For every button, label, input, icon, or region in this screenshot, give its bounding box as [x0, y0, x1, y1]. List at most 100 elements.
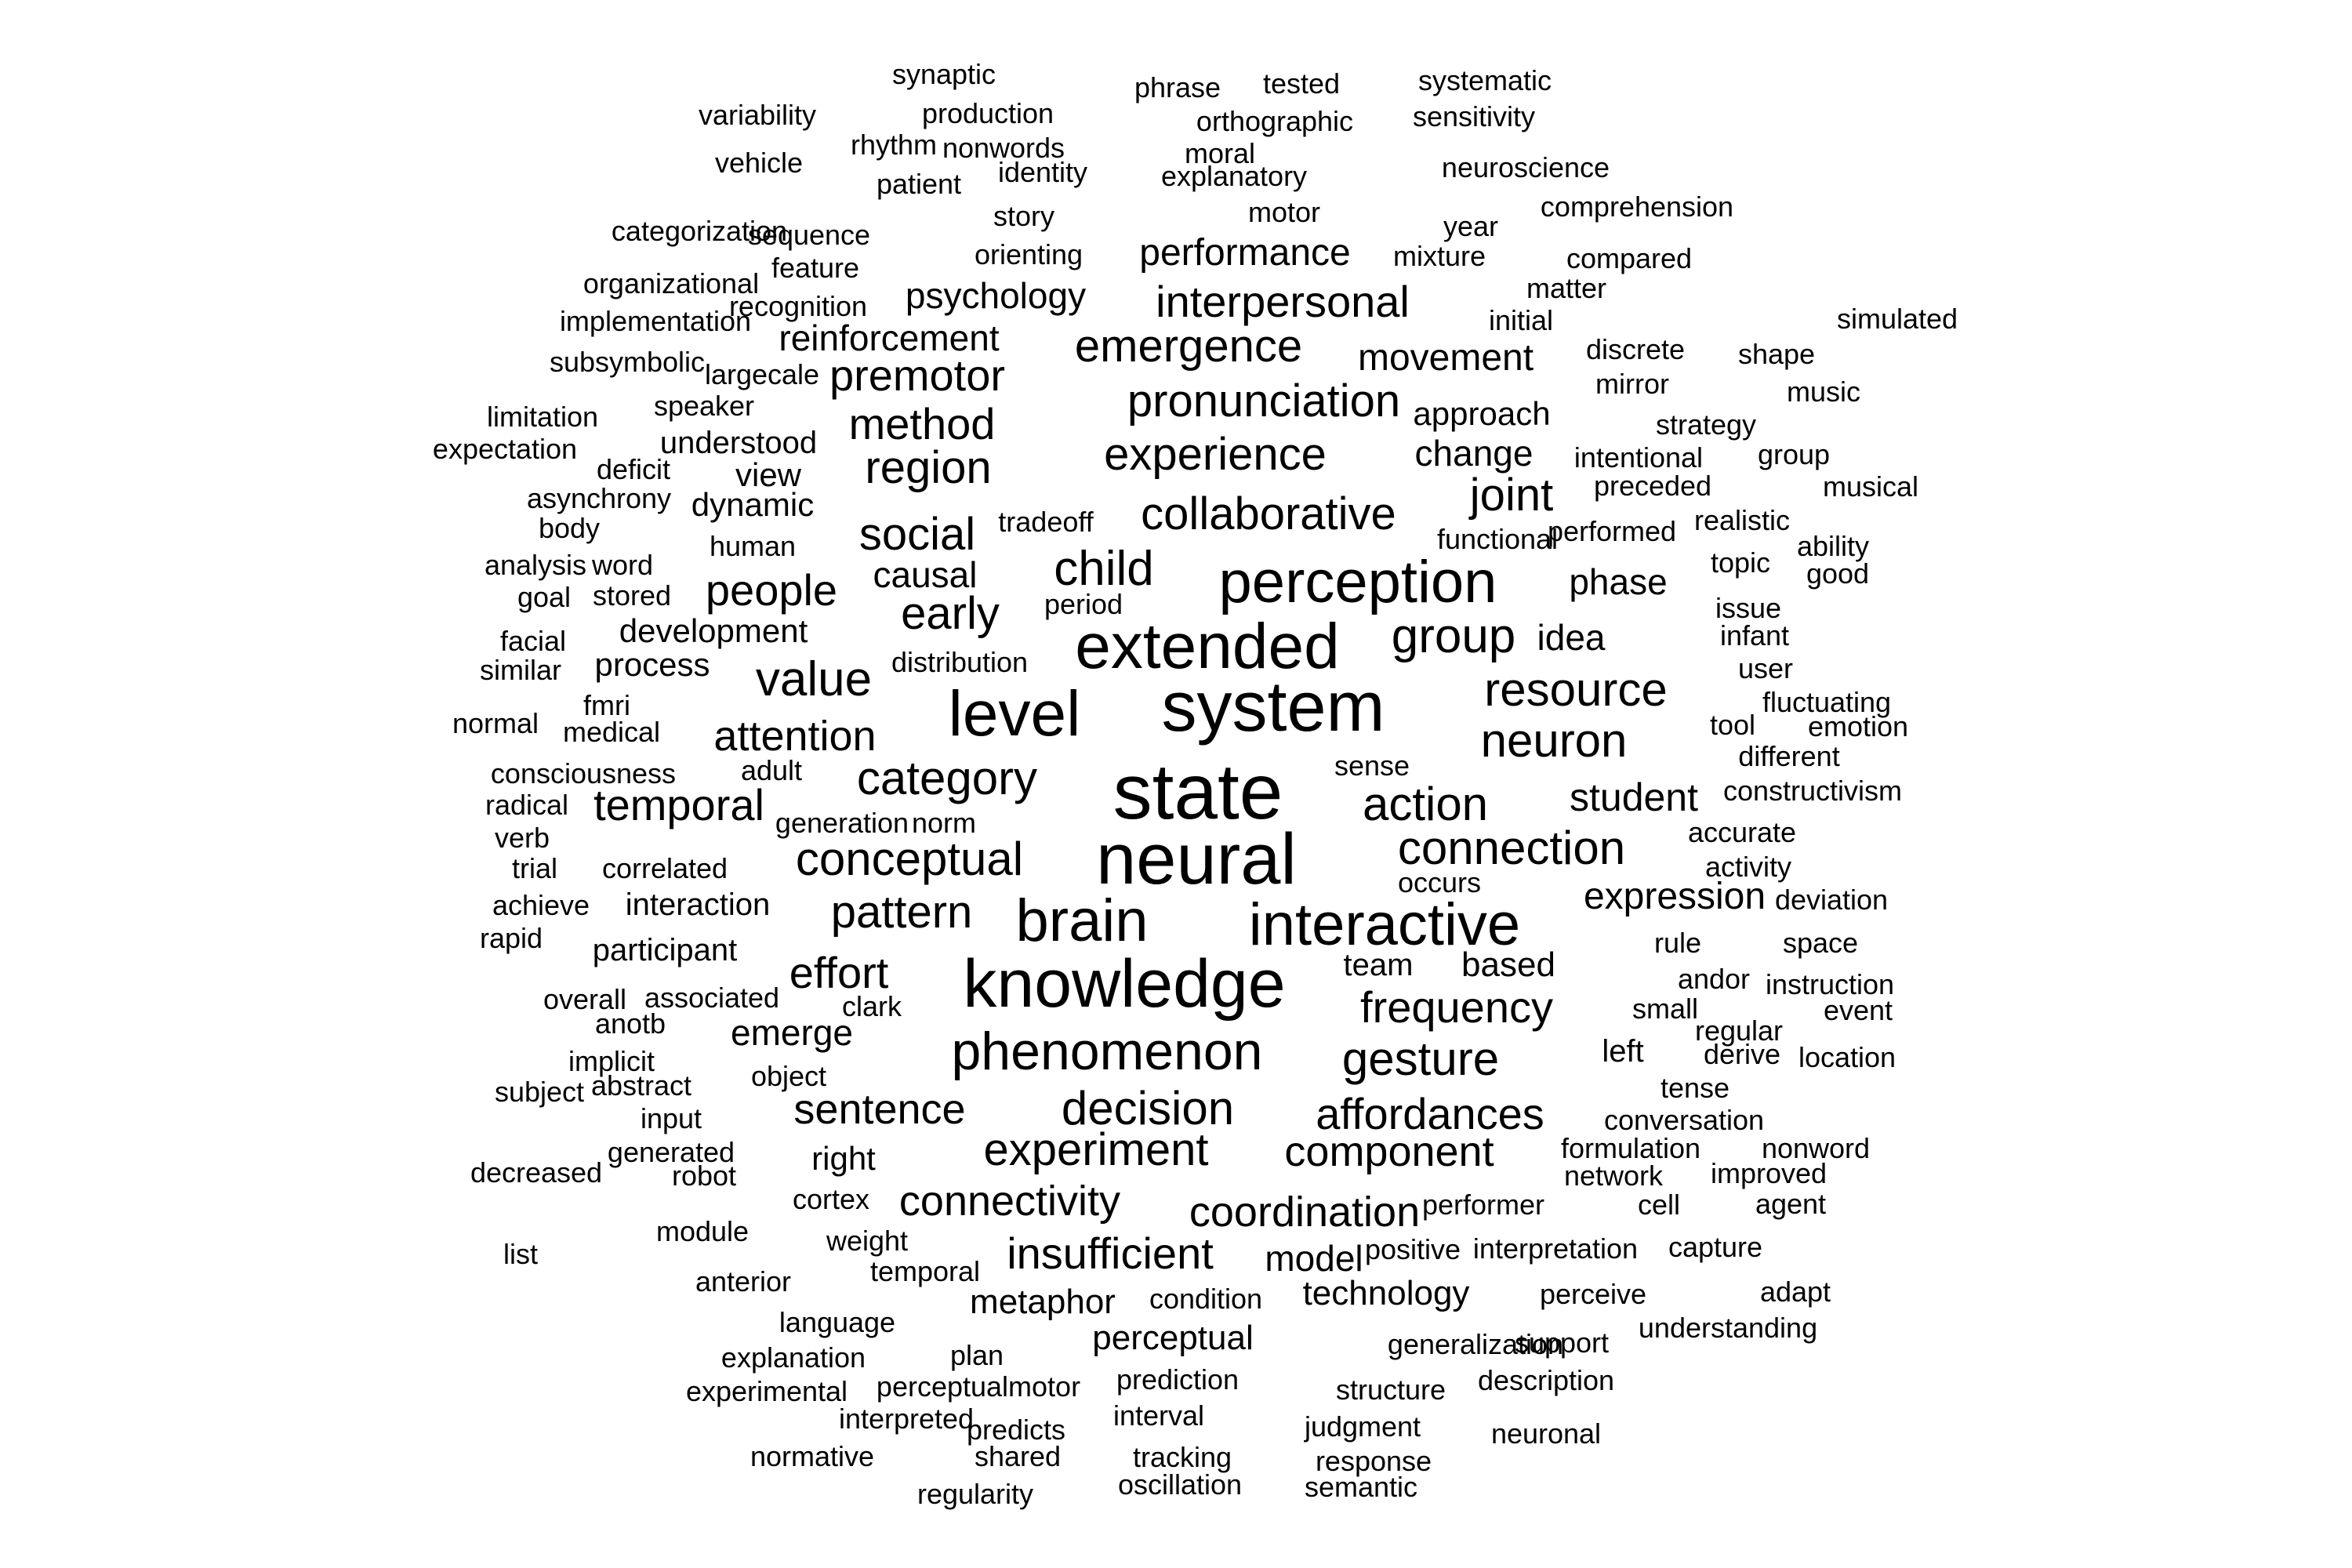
cloud-word: system	[1161, 668, 1385, 746]
cloud-word: gesture	[1341, 1033, 1500, 1085]
cloud-word: expression	[1583, 876, 1766, 917]
cloud-word: topic	[1710, 546, 1771, 579]
cloud-word: shared	[974, 1440, 1062, 1472]
cloud-word: generalization	[1387, 1328, 1564, 1360]
cloud-word: fluctuating	[1762, 686, 1892, 718]
cloud-word: deviation	[1774, 884, 1889, 916]
cloud-word: early	[901, 588, 1000, 639]
cloud-word: connection	[1397, 822, 1626, 874]
cloud-word: support	[1514, 1327, 1610, 1359]
cloud-word: cortex	[792, 1183, 870, 1215]
cloud-word: body	[538, 512, 601, 544]
cloud-word: structure	[1335, 1374, 1446, 1406]
cloud-word: people	[705, 565, 838, 615]
cloud-word: identity	[997, 156, 1088, 188]
cloud-word: interval	[1112, 1399, 1205, 1432]
cloud-word: method	[848, 399, 996, 448]
cloud-word: medical	[562, 716, 661, 748]
cloud-word: value	[755, 652, 873, 706]
cloud-word: realistic	[1693, 504, 1791, 536]
cloud-word: mirror	[1595, 368, 1669, 400]
cloud-word: compared	[1566, 242, 1693, 274]
cloud-word: analysis	[484, 549, 587, 581]
cloud-word: state	[1112, 748, 1283, 836]
cloud-word: small	[1632, 993, 1699, 1025]
cloud-word: infant	[1719, 619, 1790, 652]
cloud-word: emerge	[731, 1012, 853, 1053]
cloud-word: social	[858, 509, 976, 560]
cloud-word: interpreted	[838, 1403, 975, 1435]
cloud-word: functional	[1436, 523, 1559, 555]
cloud-word: neural	[1096, 819, 1297, 899]
cloud-word: predicts	[966, 1414, 1066, 1446]
cloud-word: agent	[1755, 1188, 1827, 1220]
cloud-word: understood	[659, 426, 818, 460]
cloud-word: object	[750, 1060, 827, 1092]
cloud-word: judgment	[1304, 1410, 1421, 1443]
cloud-word: anterior	[695, 1265, 792, 1298]
cloud-word: subsymbolic	[549, 346, 706, 378]
cloud-word: affordances	[1316, 1089, 1544, 1138]
cloud-word: constructivism	[1722, 775, 1903, 807]
cloud-word: description	[1477, 1364, 1615, 1396]
cloud-word: interaction	[625, 887, 771, 922]
cloud-word: condition	[1149, 1283, 1263, 1315]
cloud-word: motor	[1247, 196, 1321, 228]
cloud-word: orienting	[974, 238, 1083, 270]
cloud-word: experience	[1104, 429, 1327, 480]
cloud-word: change	[1414, 433, 1534, 474]
cloud-word: production	[921, 97, 1054, 129]
cloud-word: matter	[1526, 272, 1607, 304]
cloud-word: joint	[1469, 470, 1554, 521]
cloud-word: adult	[740, 754, 803, 786]
cloud-word: andor	[1677, 963, 1751, 995]
cloud-word: radical	[485, 789, 569, 821]
cloud-word: organizational	[583, 267, 760, 299]
cloud-word: positive	[1364, 1233, 1461, 1265]
cloud-word: region	[865, 442, 992, 493]
cloud-word: subject	[494, 1076, 585, 1108]
cloud-word: vehicle	[714, 147, 804, 179]
cloud-word: period	[1044, 588, 1123, 620]
cloud-word: brain	[1015, 887, 1149, 954]
cloud-word: human	[709, 530, 797, 562]
cloud-word: verb	[494, 822, 550, 854]
cloud-word: performed	[1547, 515, 1677, 547]
cloud-word: systematic	[1417, 64, 1552, 96]
cloud-word: temporal	[593, 780, 764, 829]
cloud-word: neuron	[1480, 714, 1628, 767]
cloud-word: good	[1806, 557, 1870, 590]
cloud-word: generated	[607, 1136, 735, 1168]
cloud-word: sensitivity	[1412, 100, 1536, 132]
cloud-word: implicit	[568, 1045, 655, 1077]
cloud-word: musical	[1822, 470, 1919, 503]
cloud-word: technology	[1302, 1274, 1470, 1312]
cloud-word: rapid	[479, 922, 543, 954]
cloud-word: interpersonal	[1156, 277, 1410, 326]
cloud-word: normative	[750, 1440, 875, 1472]
cloud-word: mixture	[1392, 240, 1486, 272]
cloud-word: generation	[775, 807, 909, 839]
cloud-word: process	[594, 646, 710, 683]
cloud-word: neuroscience	[1441, 151, 1610, 183]
cloud-word: rule	[1653, 927, 1702, 959]
cloud-word: emergence	[1074, 321, 1303, 372]
cloud-word: coordination	[1189, 1189, 1421, 1236]
cloud-word: speaker	[653, 390, 755, 422]
cloud-word: initial	[1488, 304, 1554, 336]
cloud-word: group	[1391, 609, 1516, 663]
cloud-word: phenomenon	[951, 1022, 1263, 1081]
cloud-word: network	[1563, 1160, 1664, 1192]
cloud-word: sentence	[793, 1086, 966, 1133]
cloud-word: participant	[592, 933, 738, 967]
cloud-word: simulated	[1836, 303, 1958, 335]
cloud-word: conceptual	[795, 833, 1024, 885]
cloud-word: understanding	[1638, 1312, 1818, 1344]
cloud-word: formulation	[1560, 1132, 1701, 1164]
cloud-word: movement	[1357, 337, 1534, 379]
cloud-word: decreased	[470, 1156, 603, 1189]
cloud-word: strategy	[1655, 408, 1757, 441]
cloud-word: consciousness	[490, 757, 677, 789]
cloud-word: collaborative	[1141, 488, 1396, 539]
